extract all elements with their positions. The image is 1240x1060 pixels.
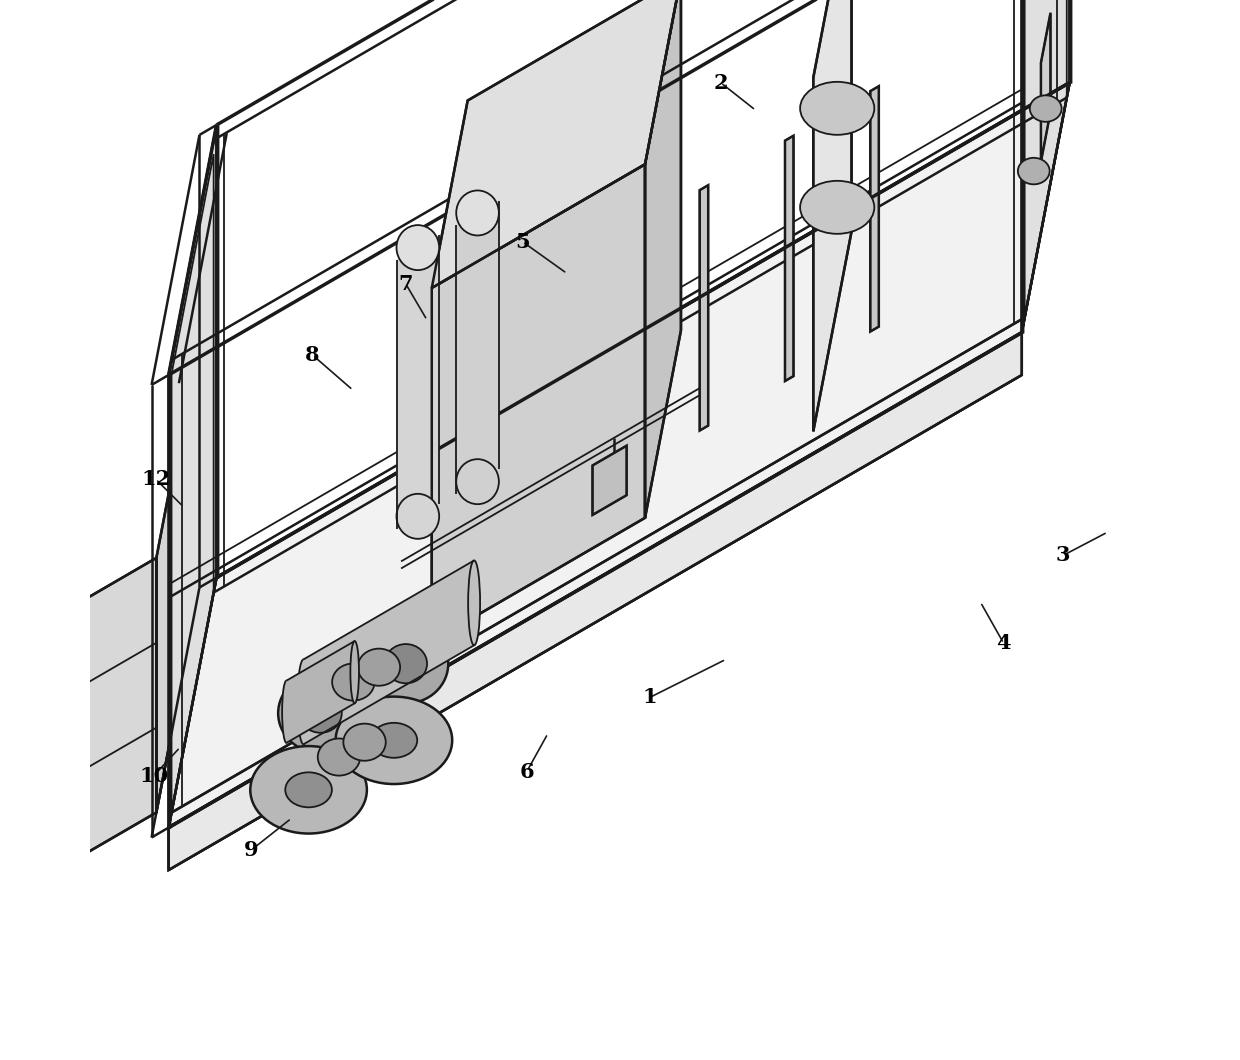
Text: 3: 3 [1055, 546, 1070, 565]
Ellipse shape [1029, 95, 1061, 122]
Polygon shape [304, 561, 474, 744]
Text: 6: 6 [520, 762, 534, 781]
Ellipse shape [299, 693, 342, 732]
Polygon shape [870, 86, 879, 332]
Polygon shape [156, 483, 171, 812]
Text: 2: 2 [713, 73, 728, 92]
Polygon shape [699, 186, 708, 430]
Polygon shape [169, 333, 1022, 870]
Polygon shape [169, 83, 1070, 828]
Polygon shape [813, 0, 852, 431]
Polygon shape [785, 136, 794, 382]
Ellipse shape [278, 673, 363, 753]
Polygon shape [169, 333, 1022, 870]
Ellipse shape [800, 181, 874, 234]
Polygon shape [1022, 0, 1070, 333]
Text: 1: 1 [642, 688, 657, 707]
Ellipse shape [298, 659, 310, 744]
Polygon shape [432, 164, 645, 641]
Ellipse shape [1018, 158, 1049, 184]
Ellipse shape [397, 494, 439, 538]
Text: 10: 10 [139, 766, 169, 785]
Ellipse shape [397, 225, 439, 270]
Ellipse shape [343, 724, 386, 761]
Ellipse shape [363, 624, 449, 704]
Ellipse shape [456, 459, 498, 505]
Ellipse shape [469, 561, 480, 646]
Text: 8: 8 [305, 346, 320, 365]
Polygon shape [88, 558, 156, 852]
Ellipse shape [336, 696, 453, 784]
Ellipse shape [351, 641, 360, 703]
Polygon shape [1040, 13, 1050, 162]
Polygon shape [169, 125, 217, 828]
Ellipse shape [317, 739, 360, 776]
Polygon shape [645, 0, 681, 518]
Text: 7: 7 [398, 275, 413, 294]
Polygon shape [432, 0, 681, 288]
Polygon shape [593, 445, 626, 515]
Ellipse shape [456, 191, 498, 235]
Polygon shape [397, 235, 439, 529]
Text: 12: 12 [141, 470, 170, 489]
Ellipse shape [250, 746, 367, 833]
Ellipse shape [384, 644, 427, 684]
Polygon shape [456, 200, 498, 494]
Ellipse shape [371, 723, 417, 758]
Ellipse shape [332, 664, 374, 701]
Text: 5: 5 [515, 232, 529, 251]
Ellipse shape [283, 681, 290, 743]
Ellipse shape [285, 773, 332, 808]
Ellipse shape [357, 649, 401, 686]
Ellipse shape [800, 82, 874, 135]
Polygon shape [286, 641, 355, 743]
Text: 4: 4 [997, 634, 1011, 653]
Text: 9: 9 [244, 841, 258, 860]
